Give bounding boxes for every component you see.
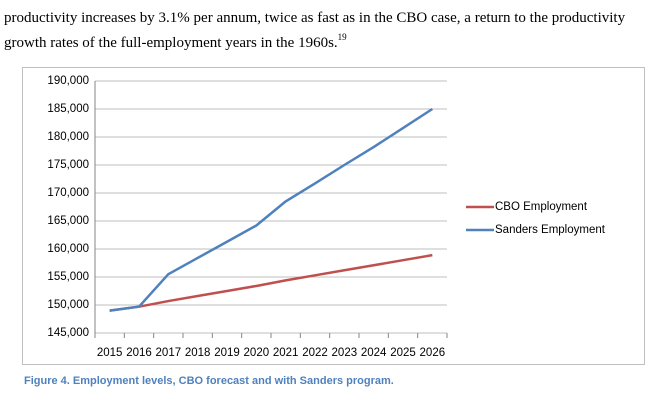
- paragraph-line: growth rates of the full-employment year…: [4, 32, 347, 51]
- x-tick-label: 2015: [97, 347, 123, 359]
- y-tick-label: 185,000: [47, 103, 89, 115]
- y-tick-label: 150,000: [47, 299, 89, 311]
- x-tick-label: 2023: [332, 347, 358, 359]
- x-tick-label: 2026: [420, 347, 446, 359]
- chart-frame: [22, 67, 645, 365]
- footnote: 19: [338, 32, 348, 42]
- paragraph-text: growth rates of the full-employment year…: [4, 35, 338, 51]
- x-tick-label: 2019: [214, 347, 240, 359]
- series-line: [109, 107, 434, 312]
- y-tick-label: 170,000: [47, 187, 89, 199]
- legend-label: Sanders Employment: [495, 224, 606, 236]
- x-tick-label: 2016: [126, 347, 152, 359]
- y-tick-label: 190,000: [47, 75, 89, 87]
- legend-label: CBO Employment: [495, 201, 588, 213]
- y-tick-label: 155,000: [47, 271, 89, 283]
- y-tick-label: 160,000: [47, 243, 89, 255]
- x-tick-label: 2018: [185, 347, 211, 359]
- paragraph-line: productivity increases by 3.1% per annum…: [4, 10, 626, 26]
- x-tick-label: 2017: [156, 347, 182, 359]
- y-tick-label: 175,000: [47, 159, 89, 171]
- caption: Figure 4. Employment levels, CBO forecas…: [24, 375, 394, 387]
- y-tick-label: 165,000: [47, 215, 89, 227]
- x-tick-label: 2022: [302, 347, 328, 359]
- x-tick-label: 2025: [390, 347, 416, 359]
- x-tick-label: 2021: [273, 347, 299, 359]
- series-line: [109, 253, 433, 312]
- chart: 145,000 150,000 155,000 160,000 165,000 170,0…: [47, 75, 605, 359]
- y-tick-label: 180,000: [47, 131, 89, 143]
- y-tick-label: 145,000: [47, 327, 89, 339]
- x-tick-label: 2024: [361, 347, 387, 359]
- x-tick-label: 2020: [244, 347, 270, 359]
